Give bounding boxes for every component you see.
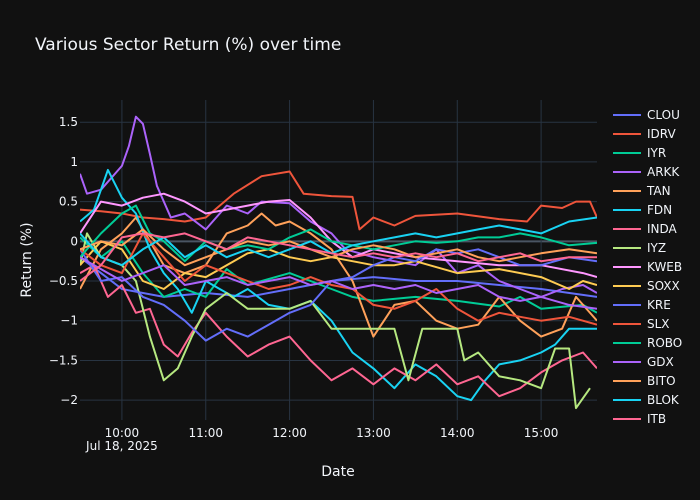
- series-line-soxx: [80, 240, 597, 290]
- legend-label: INDA: [647, 222, 678, 236]
- series-line-gdx: [80, 256, 597, 310]
- legend-label: KWEB: [647, 260, 682, 274]
- legend-item-iyr[interactable]: IYR: [613, 146, 666, 160]
- grid-lines: [80, 100, 597, 420]
- y-tick-label: −1.5: [49, 353, 78, 367]
- series-line-iyr: [80, 236, 597, 314]
- x-tick-label: 13:00: [356, 426, 391, 440]
- legend-label: SOXX: [647, 279, 680, 293]
- legend-label: TAN: [646, 184, 671, 198]
- series-lines: [80, 115, 597, 410]
- legend-item-fdn[interactable]: FDN: [613, 203, 672, 217]
- legend-item-robo[interactable]: ROBO: [613, 336, 682, 350]
- y-tick-label: −2: [60, 393, 78, 407]
- legend-item-clou[interactable]: CLOU: [613, 108, 680, 122]
- legend-label: GDX: [647, 355, 674, 369]
- legend-label: ROBO: [647, 336, 682, 350]
- y-tick-label: 1.5: [59, 115, 78, 129]
- x-tick-label: 12:00: [272, 426, 307, 440]
- y-tick-label: −1: [60, 314, 78, 328]
- legend-item-tan[interactable]: TAN: [613, 184, 671, 198]
- series-line-bito: [80, 228, 597, 267]
- x-axis-label: Date: [321, 464, 354, 480]
- legend-label: FDN: [647, 203, 672, 217]
- series-line-slx: [80, 232, 597, 326]
- series-line-iyz: [80, 232, 591, 410]
- legend-label: BITO: [647, 374, 676, 388]
- y-axis-ticks: 1.5 1 0.5 0 −0.5 −1 −1.5 −2: [49, 115, 78, 407]
- legend-item-inda[interactable]: INDA: [613, 222, 678, 236]
- legend-item-slx[interactable]: SLX: [613, 317, 670, 331]
- series-line-arkk: [80, 115, 597, 298]
- legend-label: SLX: [647, 317, 670, 331]
- legend-label: ITB: [647, 412, 666, 426]
- series-line-itb: [80, 232, 597, 282]
- legend-label: KRE: [647, 298, 671, 312]
- series-line-idrv: [80, 170, 597, 231]
- x-tick-label: 11:00: [188, 426, 223, 440]
- legend-label: ARKK: [647, 165, 680, 179]
- legend-label: CLOU: [647, 108, 680, 122]
- y-tick-label: 1: [70, 155, 78, 169]
- legend-item-kweb[interactable]: KWEB: [613, 260, 682, 274]
- x-tick-label: 10:00: [105, 426, 140, 440]
- chart-title: Various Sector Return (%) over time: [35, 35, 341, 55]
- y-tick-label: 0: [70, 234, 78, 248]
- y-tick-label: 0.5: [59, 195, 78, 209]
- y-tick-label: −0.5: [49, 274, 78, 288]
- legend[interactable]: CLOU IDRV IYR ARKK TAN FDN INDA IYZ KWEB SOXX KRE S…: [613, 108, 682, 426]
- legend-label: BLOK: [647, 393, 680, 407]
- x-tick-label: 14:00: [440, 426, 475, 440]
- legend-label: IDRV: [647, 127, 676, 141]
- legend-item-itb[interactable]: ITB: [613, 412, 666, 426]
- x-tick-label: 15:00: [524, 426, 559, 440]
- legend-item-blok[interactable]: BLOK: [613, 393, 680, 407]
- legend-item-iyz[interactable]: IYZ: [613, 241, 666, 255]
- legend-item-soxx[interactable]: SOXX: [613, 279, 680, 293]
- series-line-kweb: [80, 192, 597, 279]
- legend-label: IYZ: [647, 241, 666, 255]
- legend-item-arkk[interactable]: ARKK: [613, 165, 680, 179]
- series-line-tan: [80, 212, 597, 338]
- legend-item-gdx[interactable]: GDX: [613, 355, 674, 369]
- legend-item-idrv[interactable]: IDRV: [613, 127, 676, 141]
- legend-item-kre[interactable]: KRE: [613, 298, 671, 312]
- x-tick-sublabel: Jul 18, 2025: [85, 439, 158, 453]
- series-line-inda: [80, 264, 597, 398]
- legend-item-bito[interactable]: BITO: [613, 374, 676, 388]
- y-axis-label: Return (%): [19, 222, 35, 297]
- legend-label: IYR: [647, 146, 666, 160]
